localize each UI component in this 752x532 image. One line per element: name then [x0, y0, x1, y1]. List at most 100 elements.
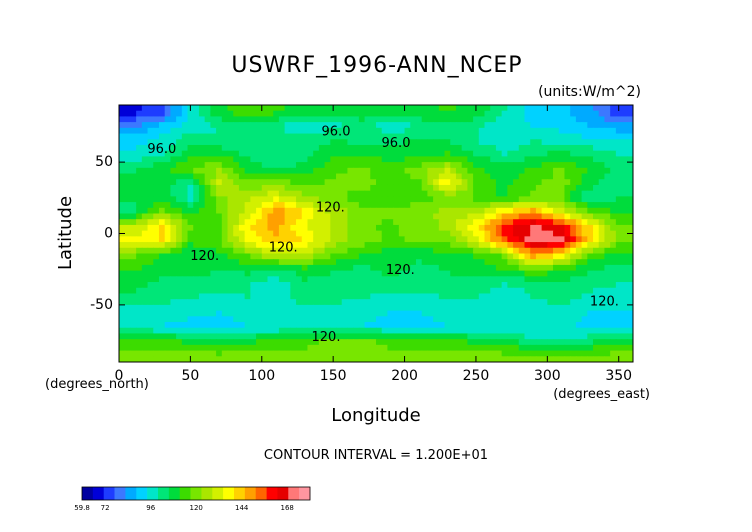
field-cell — [587, 167, 594, 175]
field-cell — [284, 167, 291, 175]
field-cell — [564, 162, 571, 169]
field-cell — [535, 110, 543, 118]
field-cell — [284, 247, 291, 255]
field-cell — [347, 184, 354, 192]
field-cell — [210, 150, 217, 157]
field-cell — [530, 310, 537, 317]
field-cell — [501, 282, 508, 289]
field-cell — [256, 253, 263, 260]
field-cell — [387, 299, 394, 306]
field-cell — [558, 299, 566, 306]
field-cell — [558, 224, 566, 232]
field-cell — [587, 139, 594, 146]
field-cell — [358, 264, 366, 272]
field-cell — [455, 299, 463, 306]
field-cell — [176, 304, 183, 312]
field-cell — [313, 127, 320, 135]
field-cell — [524, 327, 531, 335]
field-cell — [627, 116, 633, 123]
field-cell — [530, 150, 537, 157]
field-cell — [238, 316, 246, 323]
field-cell — [358, 304, 366, 312]
field-cell — [193, 339, 200, 346]
field-cell — [256, 304, 263, 312]
field-cell — [398, 247, 406, 255]
field-cell — [204, 299, 211, 306]
field-cell — [376, 264, 383, 272]
field-cell — [461, 253, 468, 260]
field-cell — [575, 293, 583, 300]
field-cell — [301, 356, 309, 362]
field-cell — [381, 327, 389, 335]
field-cell — [324, 190, 331, 197]
field-cell — [301, 310, 309, 317]
field-cell — [433, 202, 440, 209]
field-cell — [119, 356, 126, 362]
field-cell — [307, 322, 314, 329]
field-cell — [415, 304, 423, 312]
field-cell — [621, 276, 628, 283]
field-cell — [427, 276, 434, 283]
field-cell — [256, 122, 263, 129]
field-cell — [564, 327, 571, 335]
field-cell — [278, 127, 286, 135]
field-cell — [358, 356, 366, 362]
field-cell — [330, 287, 337, 295]
field-cell — [558, 207, 566, 215]
field-cell — [518, 202, 526, 209]
field-cell — [593, 110, 600, 118]
field-cell — [193, 196, 200, 203]
field-cell — [193, 219, 200, 226]
field-cell — [267, 196, 274, 203]
field-cell — [393, 276, 400, 283]
field-cell — [181, 236, 189, 243]
field-cell — [273, 316, 280, 323]
field-cell — [398, 259, 406, 266]
field-cell — [290, 293, 297, 300]
field-cell — [564, 287, 571, 295]
field-cell — [478, 116, 486, 123]
field-cell — [501, 310, 508, 317]
field-cell — [130, 105, 137, 112]
field-cell — [158, 127, 166, 135]
field-cell — [558, 339, 566, 346]
field-cell — [330, 344, 337, 352]
field-cell — [404, 344, 411, 352]
field-cell — [370, 293, 377, 300]
field-cell — [587, 105, 594, 112]
field-cell — [341, 207, 349, 215]
field-cell — [570, 179, 577, 186]
field-cell — [427, 139, 434, 146]
field-cell — [233, 127, 240, 135]
field-cell — [296, 156, 303, 163]
field-cell — [381, 184, 389, 192]
field-cell — [507, 282, 514, 289]
field-cell — [564, 282, 571, 289]
field-cell — [273, 304, 280, 312]
field-cell — [564, 322, 571, 329]
field-cell — [147, 173, 154, 180]
field-cell — [524, 322, 531, 329]
field-cell — [547, 293, 554, 300]
field-cell — [193, 213, 200, 220]
field-cell — [358, 133, 366, 140]
field-cell — [170, 270, 177, 277]
field-cell — [427, 242, 434, 249]
field-cell — [604, 333, 611, 340]
field-cell — [553, 310, 560, 317]
field-cell — [221, 322, 229, 329]
field-cell — [370, 236, 377, 243]
field-cell — [273, 247, 280, 255]
field-cell — [193, 116, 200, 123]
field-cell — [256, 179, 263, 186]
field-cell — [176, 202, 183, 209]
field-cell — [467, 167, 474, 175]
field-cell — [564, 253, 571, 260]
field-cell — [181, 270, 189, 277]
field-cell — [575, 230, 583, 237]
field-cell — [181, 202, 189, 209]
field-cell — [427, 270, 434, 277]
field-cell — [221, 282, 229, 289]
field-cell — [318, 322, 326, 329]
field-cell — [484, 276, 491, 283]
